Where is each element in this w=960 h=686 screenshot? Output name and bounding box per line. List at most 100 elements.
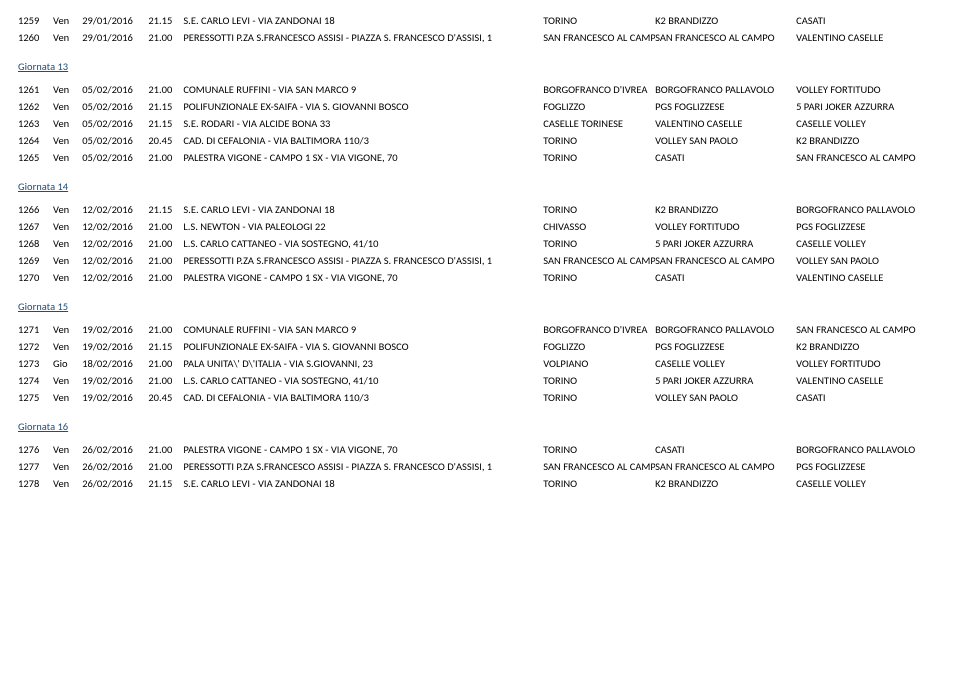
venue-cell: L.S. NEWTON - VIA PALEOLOGI 22 (183, 220, 543, 233)
day-cell: Ven (53, 477, 82, 490)
day-cell: Ven (53, 340, 82, 353)
date-cell: 12/02/2016 (82, 271, 148, 284)
team-b-cell: VALENTINO CASELLE (796, 271, 942, 284)
schedule-row: 1274Ven19/02/201621.00L.S. CARLO CATTANE… (18, 372, 942, 389)
date-cell: 19/02/2016 (82, 323, 148, 336)
date-cell: 05/02/2016 (82, 83, 148, 96)
venue-cell: S.E. CARLO LEVI - VIA ZANDONAI 18 (183, 203, 543, 216)
team-b-cell: VOLLEY SAN PAOLO (796, 254, 942, 267)
time-cell: 21.15 (148, 340, 183, 353)
schedule-row: 1268Ven12/02/201621.00L.S. CARLO CATTANE… (18, 235, 942, 252)
date-cell: 19/02/2016 (82, 340, 148, 353)
time-cell: 21.00 (148, 271, 183, 284)
city-cell: TORINO (543, 203, 655, 216)
day-cell: Ven (53, 100, 82, 113)
city-cell: BORGOFRANCO D'IVREA (543, 323, 655, 336)
team-a-cell: 5 PARI JOKER AZZURRA (655, 237, 796, 250)
date-cell: 26/02/2016 (82, 460, 148, 473)
team-b-cell: SAN FRANCESCO AL CAMPO (796, 151, 942, 164)
day-cell: Ven (53, 117, 82, 130)
time-cell: 21.00 (148, 31, 183, 44)
city-cell: SAN FRANCESCO AL CAMPO (543, 31, 655, 44)
time-cell: 21.00 (148, 254, 183, 267)
schedule-row: 1266Ven12/02/201621.15S.E. CARLO LEVI - … (18, 201, 942, 218)
team-b-cell: CASATI (796, 14, 942, 27)
seq-cell: 1259 (18, 14, 53, 27)
team-a-cell: CASATI (655, 151, 796, 164)
venue-cell: S.E. CARLO LEVI - VIA ZANDONAI 18 (183, 14, 543, 27)
time-cell: 21.00 (148, 83, 183, 96)
time-cell: 21.15 (148, 117, 183, 130)
seq-cell: 1261 (18, 83, 53, 96)
day-cell: Ven (53, 151, 82, 164)
schedule-row: 1277Ven26/02/201621.00PERESSOTTI P.ZA S.… (18, 458, 942, 475)
time-cell: 21.00 (148, 237, 183, 250)
venue-cell: S.E. CARLO LEVI - VIA ZANDONAI 18 (183, 477, 543, 490)
giornata-heading: Giornata 16 (18, 420, 942, 433)
venue-cell: L.S. CARLO CATTANEO - VIA SOSTEGNO, 41/1… (183, 374, 543, 387)
giornata-section: 1271Ven19/02/201621.00COMUNALE RUFFINI -… (18, 321, 942, 406)
date-cell: 29/01/2016 (82, 14, 148, 27)
schedule-row: 1261Ven05/02/201621.00COMUNALE RUFFINI -… (18, 81, 942, 98)
date-cell: 05/02/2016 (82, 117, 148, 130)
venue-cell: L.S. CARLO CATTANEO - VIA SOSTEGNO, 41/1… (183, 237, 543, 250)
date-cell: 26/02/2016 (82, 443, 148, 456)
team-b-cell: CASELLE VOLLEY (796, 477, 942, 490)
time-cell: 21.00 (148, 323, 183, 336)
city-cell: TORINO (543, 374, 655, 387)
schedule-row: 1278Ven26/02/201621.15S.E. CARLO LEVI - … (18, 475, 942, 492)
date-cell: 19/02/2016 (82, 391, 148, 404)
team-b-cell: K2 BRANDIZZO (796, 340, 942, 353)
date-cell: 12/02/2016 (82, 237, 148, 250)
giornata-section: 1266Ven12/02/201621.15S.E. CARLO LEVI - … (18, 201, 942, 286)
time-cell: 21.15 (148, 100, 183, 113)
giornata-heading: Giornata 14 (18, 180, 942, 193)
schedule-row: 1259Ven29/01/201621.15S.E. CARLO LEVI - … (18, 12, 942, 29)
giornata-section: 1261Ven05/02/201621.00COMUNALE RUFFINI -… (18, 81, 942, 166)
team-a-cell: VALENTINO CASELLE (655, 117, 796, 130)
seq-cell: 1275 (18, 391, 53, 404)
city-cell: TORINO (543, 237, 655, 250)
day-cell: Ven (53, 237, 82, 250)
day-cell: Ven (53, 220, 82, 233)
time-cell: 20.45 (148, 134, 183, 147)
day-cell: Ven (53, 443, 82, 456)
venue-cell: PALESTRA VIGONE - CAMPO 1 SX - VIA VIGON… (183, 443, 543, 456)
schedule-row: 1267Ven12/02/201621.00L.S. NEWTON - VIA … (18, 218, 942, 235)
schedule-row: 1265Ven05/02/201621.00PALESTRA VIGONE - … (18, 149, 942, 166)
venue-cell: COMUNALE RUFFINI - VIA SAN MARCO 9 (183, 83, 543, 96)
venue-cell: PERESSOTTI P.ZA S.FRANCESCO ASSISI - PIA… (183, 460, 543, 473)
schedule-row: 1269Ven12/02/201621.00PERESSOTTI P.ZA S.… (18, 252, 942, 269)
team-a-cell: CASELLE VOLLEY (655, 357, 796, 370)
city-cell: CASELLE TORINESE (543, 117, 655, 130)
team-b-cell: PGS FOGLIZZESE (796, 220, 942, 233)
giornata-section: 1276Ven26/02/201621.00PALESTRA VIGONE - … (18, 441, 942, 492)
day-cell: Ven (53, 31, 82, 44)
schedule-row: 1270Ven12/02/201621.00PALESTRA VIGONE - … (18, 269, 942, 286)
seq-cell: 1278 (18, 477, 53, 490)
seq-cell: 1273 (18, 357, 53, 370)
team-b-cell: CASELLE VOLLEY (796, 237, 942, 250)
giornata-heading: Giornata 13 (18, 60, 942, 73)
schedule-row: 1271Ven19/02/201621.00COMUNALE RUFFINI -… (18, 321, 942, 338)
team-a-cell: VOLLEY SAN PAOLO (655, 134, 796, 147)
seq-cell: 1272 (18, 340, 53, 353)
team-b-cell: VALENTINO CASELLE (796, 374, 942, 387)
team-b-cell: K2 BRANDIZZO (796, 134, 942, 147)
date-cell: 19/02/2016 (82, 374, 148, 387)
seq-cell: 1276 (18, 443, 53, 456)
day-cell: Ven (53, 323, 82, 336)
team-a-cell: SAN FRANCESCO AL CAMPO (655, 31, 796, 44)
venue-cell: COMUNALE RUFFINI - VIA SAN MARCO 9 (183, 323, 543, 336)
seq-cell: 1270 (18, 271, 53, 284)
date-cell: 05/02/2016 (82, 151, 148, 164)
team-a-cell: K2 BRANDIZZO (655, 203, 796, 216)
seq-cell: 1277 (18, 460, 53, 473)
team-a-cell: CASATI (655, 443, 796, 456)
schedule-row: 1264Ven05/02/201620.45CAD. DI CEFALONIA … (18, 132, 942, 149)
time-cell: 21.00 (148, 357, 183, 370)
venue-cell: PALESTRA VIGONE - CAMPO 1 SX - VIA VIGON… (183, 151, 543, 164)
day-cell: Ven (53, 254, 82, 267)
time-cell: 21.00 (148, 220, 183, 233)
seq-cell: 1269 (18, 254, 53, 267)
